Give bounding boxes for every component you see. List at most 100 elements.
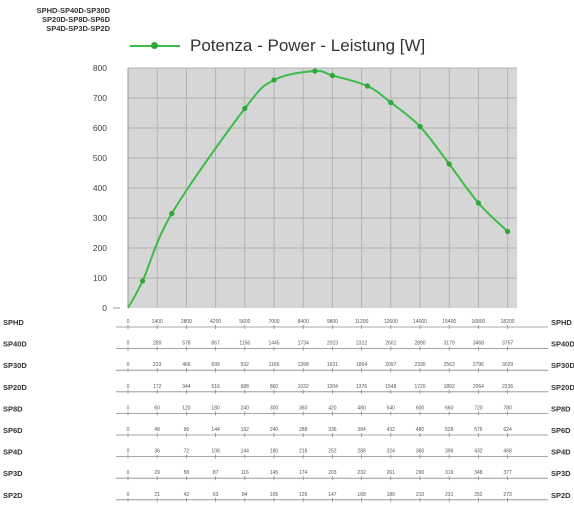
power-data-point	[417, 123, 423, 130]
rpm-value-label: 0	[127, 384, 130, 390]
rpm-value-label: 5600	[239, 319, 250, 325]
rpm-value-label: 240	[270, 427, 279, 433]
rpm-value-label: 21	[154, 492, 160, 498]
rpm-value-label: 2097	[385, 362, 396, 368]
rpm-value-label: 516	[211, 384, 220, 390]
rpm-value-label: 11200	[355, 319, 369, 325]
rpm-row-model-label: SP20D	[3, 383, 27, 392]
rpm-value-label: 344	[182, 384, 191, 390]
rpm-value-label: 1892	[444, 384, 455, 390]
rpm-value-label: 396	[445, 449, 454, 455]
rpm-value-label: 108	[211, 449, 220, 455]
y-tick-label: 100	[93, 273, 107, 283]
rpm-value-label: 1376	[356, 384, 367, 390]
rpm-value-label: 0	[127, 470, 130, 476]
rpm-row-model-label-right: SP40D	[551, 340, 574, 349]
rpm-row: SP4D SP4D 0 36 72 108 144 180 216 252 288 324 360 396…	[3, 448, 571, 459]
rpm-row-model-label: SP2D	[3, 491, 23, 500]
power-data-point	[140, 278, 146, 284]
rpm-row-model-label: SP4D	[3, 448, 23, 457]
power-data-point	[388, 99, 394, 106]
rpm-value-label: 377	[503, 470, 512, 476]
rpm-value-label: 0	[127, 362, 130, 368]
rpm-value-label: 720	[474, 405, 483, 411]
rpm-value-label: 1204	[327, 384, 338, 390]
model-group-label: SPHD-SP40D-SP30D	[36, 6, 110, 15]
rpm-row-model-label-right: SP20D	[551, 383, 574, 392]
rpm-value-label: 3179	[444, 341, 455, 347]
rpm-value-label: 2890	[414, 341, 425, 347]
y-tick-label: 800	[93, 63, 107, 73]
rpm-value-label: 72	[184, 449, 190, 455]
rpm-value-label: 189	[387, 492, 396, 498]
rpm-row: SP6D SP6D 0 48 96 144 192 240 288 336 384 432 480 528…	[3, 426, 571, 437]
rpm-row-model-label-right: SP8D	[551, 404, 571, 413]
rpm-value-label: 16800	[471, 319, 485, 325]
rpm-value-label: 432	[474, 449, 483, 455]
rpm-value-label: 480	[357, 405, 366, 411]
rpm-value-label: 600	[416, 405, 425, 411]
rpm-value-label: 9800	[327, 319, 338, 325]
rpm-value-label: 0	[127, 449, 130, 455]
rpm-value-label: 36	[154, 449, 160, 455]
rpm-value-label: 252	[328, 449, 337, 455]
rpm-row-model-label: SPHD	[3, 318, 24, 327]
rpm-value-label: 4200	[210, 319, 221, 325]
y-tick-label: 600	[93, 123, 107, 133]
rpm-value-label: 348	[474, 470, 483, 476]
y-tick-label: 700	[93, 93, 107, 103]
y-tick-label: 0	[102, 303, 107, 313]
rpm-value-label: 14000	[413, 319, 427, 325]
rpm-row-model-label-right: SPHD	[551, 318, 572, 327]
power-data-point	[505, 228, 511, 235]
rpm-value-label: 273	[503, 492, 512, 498]
rpm-value-label: 468	[503, 449, 512, 455]
rpm-value-label: 3029	[502, 362, 513, 368]
rpm-value-label: 203	[328, 470, 337, 476]
rpm-value-label: 1165	[269, 362, 280, 368]
model-group-label: SP4D-SP3D-SP2D	[46, 24, 110, 33]
legend-label: Potenza - Power - Leistung [W]	[190, 36, 426, 55]
rpm-value-label: 1398	[298, 362, 309, 368]
rpm-value-label: 231	[445, 492, 454, 498]
rpm-value-label: 126	[299, 492, 308, 498]
rpm-value-label: 180	[211, 405, 220, 411]
rpm-value-label: 84	[242, 492, 248, 498]
rpm-row-model-label: SP6D	[3, 426, 23, 435]
rpm-value-label: 2330	[414, 362, 425, 368]
rpm-row: SP30D SP30D 0 233 466 699 932 1165 1398 1631 1864 2…	[3, 361, 574, 373]
rpm-value-label: 288	[357, 449, 366, 455]
rpm-value-label: 1032	[298, 384, 309, 390]
rpm-value-label: 12600	[384, 319, 398, 325]
rpm-value-label: 210	[416, 492, 425, 498]
rpm-value-label: 232	[357, 470, 366, 476]
rpm-value-label: 466	[182, 362, 191, 368]
rpm-value-label: 172	[153, 384, 162, 390]
rpm-value-label: 540	[387, 405, 396, 411]
rpm-value-label: 60	[154, 405, 160, 411]
rpm-value-label: 116	[241, 470, 249, 476]
chart-legend: Potenza - Power - Leistung [W]	[130, 36, 425, 56]
rpm-value-label: 480	[416, 427, 425, 433]
rpm-row: SP8D SP8D 0 60 120 180 240 300 360 420 480 540 600 66…	[3, 404, 571, 416]
rpm-value-label: 2236	[502, 384, 513, 390]
rpm-value-label: 0	[127, 405, 130, 411]
rpm-value-label: 144	[211, 427, 220, 433]
rpm-value-label: 0	[127, 492, 130, 498]
rpm-value-label: 8400	[298, 319, 309, 325]
rpm-row-model-label-right: SP4D	[551, 448, 571, 457]
power-data-point	[271, 77, 277, 83]
rpm-value-label: 63	[213, 492, 219, 498]
rpm-value-label: 1631	[327, 362, 338, 368]
rpm-value-label: 1156	[239, 341, 250, 347]
rpm-value-label: 867	[211, 341, 220, 347]
rpm-value-label: 290	[416, 470, 425, 476]
rpm-value-label: 1734	[298, 341, 309, 347]
rpm-value-label: 233	[153, 362, 162, 368]
rpm-value-label: 324	[387, 449, 396, 455]
rpm-value-label: 48	[154, 427, 160, 433]
rpm-value-label: 360	[416, 449, 425, 455]
rpm-value-label: 105	[270, 492, 279, 498]
rpm-row-model-label-right: SP6D	[551, 426, 571, 435]
rpm-row-model-label-right: SP2D	[551, 491, 571, 500]
